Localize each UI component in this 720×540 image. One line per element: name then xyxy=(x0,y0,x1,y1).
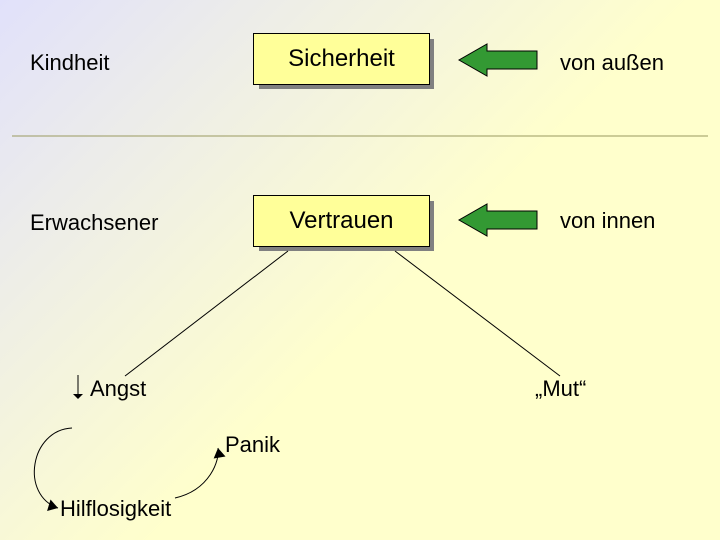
label-panik: Panik xyxy=(225,432,280,458)
vertrauen-box: Vertrauen xyxy=(253,195,430,247)
label-mut: „Mut“ xyxy=(535,376,586,402)
label-hilflosigkeit: Hilflosigkeit xyxy=(60,496,171,522)
diagram-canvas: Sicherheit Vertrauen Kindheit von außen … xyxy=(0,0,720,540)
sicherheit-box: Sicherheit xyxy=(253,33,430,85)
vertrauen-box-label: Vertrauen xyxy=(289,207,393,235)
label-von-innen: von innen xyxy=(560,208,655,234)
label-von-aussen: von außen xyxy=(560,50,664,76)
sicherheit-box-label: Sicherheit xyxy=(288,45,395,73)
label-kindheit: Kindheit xyxy=(30,50,110,76)
label-erwachsener: Erwachsener xyxy=(30,210,158,236)
label-angst: Angst xyxy=(90,376,146,402)
